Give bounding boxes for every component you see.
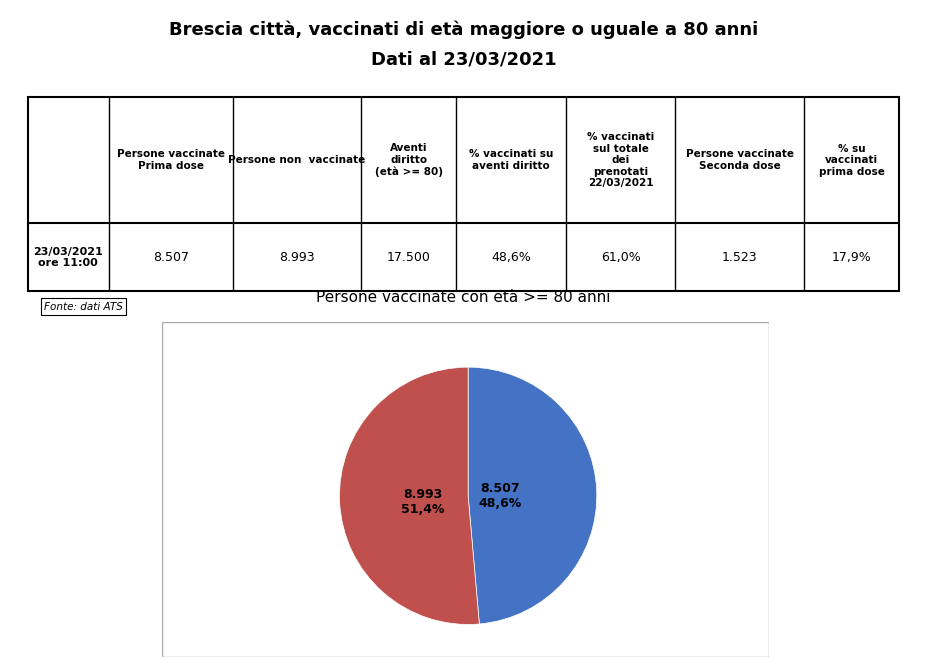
Text: Brescia città, vaccinati di età maggiore o uguale a 80 anni: Brescia città, vaccinati di età maggiore… xyxy=(169,20,758,39)
Text: Persone vaccinate
Prima dose: Persone vaccinate Prima dose xyxy=(117,149,224,171)
Text: 8.993: 8.993 xyxy=(279,251,314,264)
Text: 8.993
51,4%: 8.993 51,4% xyxy=(401,488,445,516)
Text: Aventi
diritto
(età >= 80): Aventi diritto (età >= 80) xyxy=(375,143,443,177)
Text: % vaccinati
sul totale
dei
prenotati
22/03/2021: % vaccinati sul totale dei prenotati 22/… xyxy=(587,132,654,188)
Text: % vaccinati su
aventi diritto: % vaccinati su aventi diritto xyxy=(469,149,553,171)
Wedge shape xyxy=(339,367,479,624)
Text: Dati al 23/03/2021: Dati al 23/03/2021 xyxy=(371,50,556,68)
Text: 17,9%: 17,9% xyxy=(832,251,871,264)
Text: 23/03/2021
ore 11:00: 23/03/2021 ore 11:00 xyxy=(33,247,103,268)
Text: % su
vaccinati
prima dose: % su vaccinati prima dose xyxy=(819,143,884,177)
Text: 17.500: 17.500 xyxy=(387,251,431,264)
Text: 48,6%: 48,6% xyxy=(491,251,531,264)
Text: 61,0%: 61,0% xyxy=(601,251,641,264)
Text: Persone non  vaccinate: Persone non vaccinate xyxy=(228,155,365,165)
Wedge shape xyxy=(468,367,597,624)
Text: 8.507
48,6%: 8.507 48,6% xyxy=(478,482,522,510)
Text: Persone vaccinate
Seconda dose: Persone vaccinate Seconda dose xyxy=(686,149,794,171)
Text: 1.523: 1.523 xyxy=(722,251,757,264)
Text: 8.507: 8.507 xyxy=(153,251,189,264)
Text: Persone vaccinate con età >= 80 anni: Persone vaccinate con età >= 80 anni xyxy=(316,290,611,305)
Text: Fonte: dati ATS: Fonte: dati ATS xyxy=(44,302,123,312)
